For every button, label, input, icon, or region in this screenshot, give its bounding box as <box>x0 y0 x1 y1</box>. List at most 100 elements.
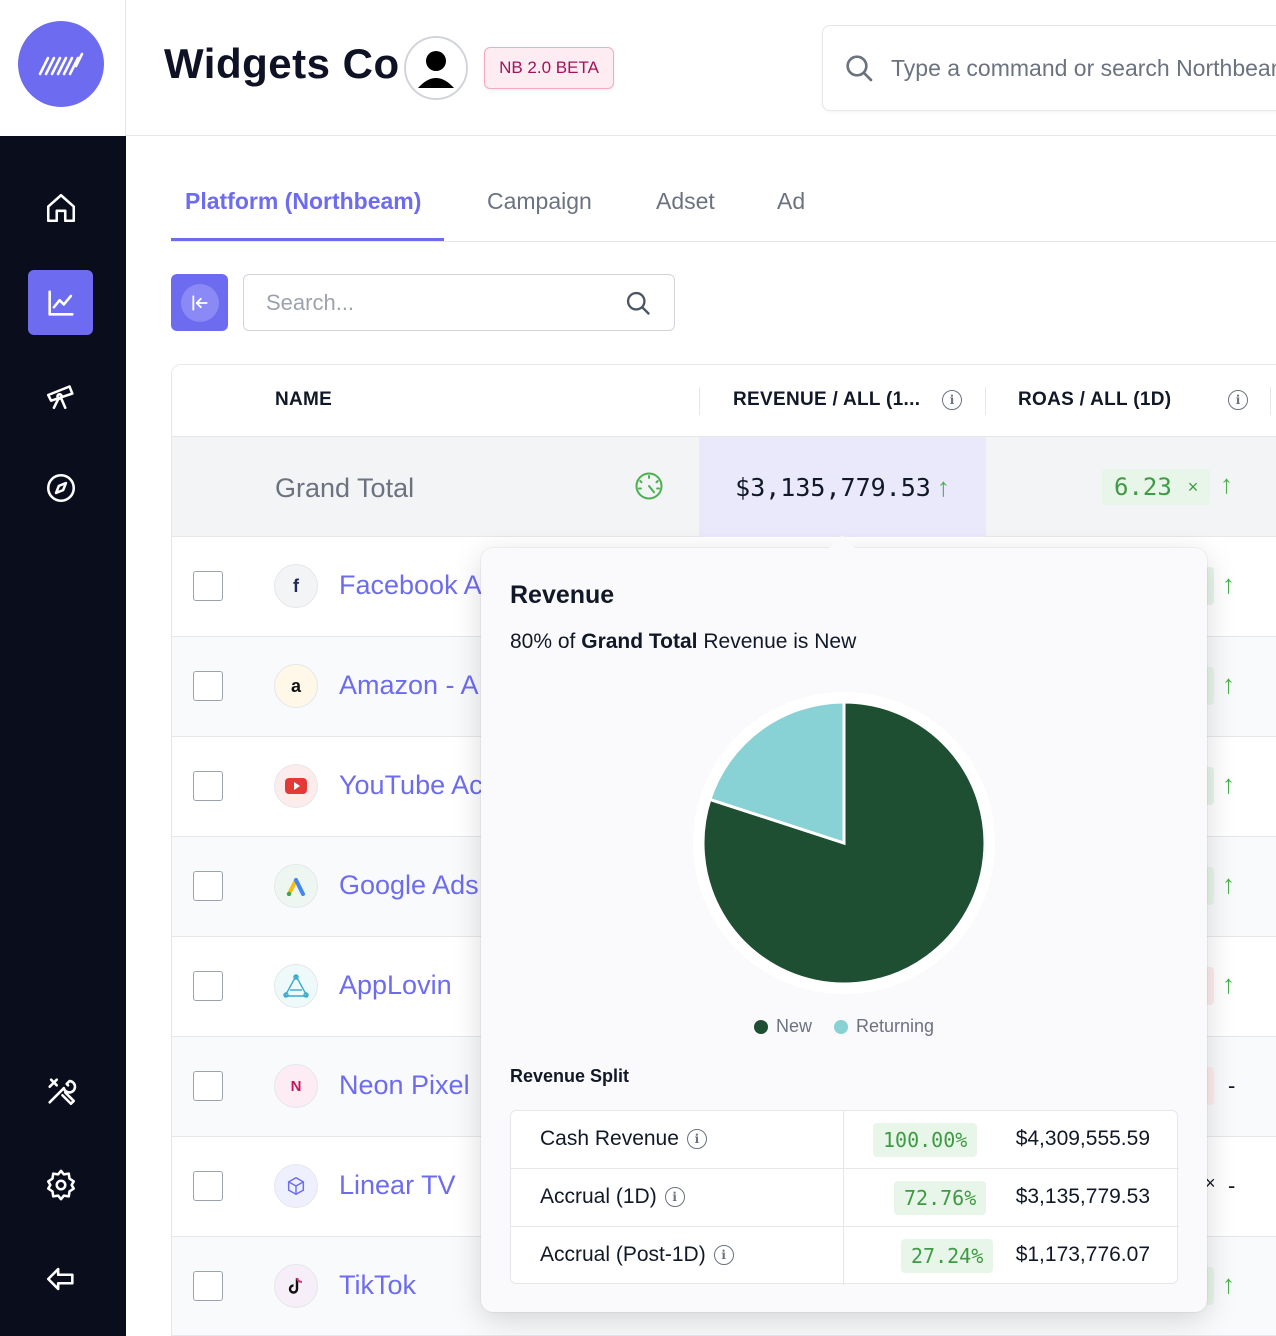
split-row: Cash Revenue i 100.00% $4,309,555.59 <box>511 1111 1179 1169</box>
split-percent: 27.24% <box>901 1239 994 1273</box>
gauge-icon[interactable] <box>634 471 664 501</box>
search-placeholder: Search... <box>266 289 355 315</box>
grand-total-row: Grand Total $3,135,779.53 ↑ 6.23 × ↑ <box>172 437 1276 537</box>
telescope-icon[interactable] <box>28 362 93 427</box>
platform-name-link[interactable]: Amazon - A <box>339 670 479 700</box>
home-icon[interactable] <box>28 175 93 240</box>
compass-icon[interactable] <box>28 455 93 520</box>
tab-ad[interactable]: Ad <box>777 188 806 214</box>
platform-name-link[interactable]: Google Ads <box>339 870 479 900</box>
view-tabs: Platform (Northbeam) Campaign Adset Ad <box>171 170 1276 242</box>
command-search-bar[interactable]: Type a command or search Northbeam <box>822 25 1276 111</box>
applovin-icon <box>274 964 318 1008</box>
collapse-panel-button[interactable] <box>171 274 228 331</box>
row-checkbox[interactable] <box>193 571 223 601</box>
info-icon[interactable]: i <box>664 1187 685 1207</box>
settings-gear-icon[interactable] <box>28 1152 93 1217</box>
split-value: $4,309,555.59 <box>1015 1127 1150 1150</box>
pie-slice-returning[interactable] <box>708 700 846 846</box>
row-checkbox[interactable] <box>193 871 223 901</box>
split-value: $3,135,779.53 <box>1015 1185 1150 1208</box>
split-percent: 72.76% <box>894 1181 987 1215</box>
northbeam-logo[interactable] <box>18 21 104 107</box>
platform-name-link[interactable]: YouTube Ac <box>339 770 483 800</box>
table-search-input[interactable]: Search... <box>243 274 675 331</box>
neon-pixel-icon: N <box>274 1064 318 1108</box>
pie-legend: New Returning <box>481 1016 1207 1037</box>
tab-platform[interactable]: Platform (Northbeam) <box>185 188 422 214</box>
analytics-chart-icon[interactable] <box>28 270 93 335</box>
tiktok-icon <box>274 1264 318 1308</box>
info-icon[interactable]: i <box>713 1245 734 1265</box>
linear-tv-icon <box>274 1164 318 1208</box>
row-checkbox[interactable] <box>193 671 223 701</box>
split-row: Accrual (Post-1D) i 27.24% $1,173,776.07 <box>511 1227 1179 1285</box>
column-header-revenue[interactable]: REVENUE / ALL (1... <box>733 389 921 410</box>
arrow-up-icon: ↑ <box>1222 569 1235 599</box>
platform-name-link[interactable]: TikTok <box>339 1270 417 1300</box>
grand-total-label: Grand Total <box>275 473 415 503</box>
revenue-split-table: Cash Revenue i 100.00% $4,309,555.59 Accr… <box>510 1110 1179 1285</box>
legend-label: New <box>775 1016 812 1036</box>
platform-name-link[interactable]: Linear TV <box>339 1170 456 1200</box>
search-icon <box>846 55 873 82</box>
subtitle-rest: Revenue is New <box>703 630 857 653</box>
row-checkbox[interactable] <box>193 1171 223 1201</box>
split-percent: 100.00% <box>873 1123 978 1157</box>
popover-title: Revenue <box>510 581 615 609</box>
grand-total-revenue: $3,135,779.53 <box>735 472 931 502</box>
legend-item-new[interactable]: New <box>753 1016 812 1037</box>
info-icon[interactable]: i <box>942 390 962 410</box>
roas-unit: × <box>1187 476 1199 497</box>
column-header-name[interactable]: NAME <box>275 389 333 410</box>
row-checkbox[interactable] <box>193 771 223 801</box>
row-checkbox[interactable] <box>193 1071 223 1101</box>
revenue-popover: Revenue 80% of Grand Total Revenue is Ne… <box>481 535 1207 1312</box>
platform-name-link[interactable]: Facebook A <box>339 570 482 600</box>
arrow-up-icon: ↑ <box>1222 869 1235 899</box>
revenue-pie-chart <box>692 691 996 995</box>
split-label-text: Accrual (1D) <box>540 1185 657 1208</box>
arrow-up-icon: ↑ <box>1220 469 1233 499</box>
amazon-icon: a <box>274 664 318 708</box>
subtitle-pct: 80% of <box>510 630 576 653</box>
column-divider <box>699 387 700 415</box>
tab-campaign[interactable]: Campaign <box>487 188 592 214</box>
empty-value: - <box>1228 1173 1236 1198</box>
command-search-placeholder: Type a command or search Northbeam <box>891 54 1276 81</box>
google-ads-icon <box>274 864 318 908</box>
platform-name-link[interactable]: Neon Pixel <box>339 1070 470 1100</box>
collapse-sidebar-icon[interactable] <box>28 1246 93 1311</box>
info-icon[interactable]: i <box>686 1129 707 1149</box>
grand-total-revenue-cell[interactable]: $3,135,779.53 ↑ <box>699 437 986 537</box>
roas-unit: × <box>1205 1173 1216 1193</box>
user-avatar[interactable] <box>404 36 468 100</box>
legend-swatch <box>833 1019 848 1034</box>
legend-label: Returning <box>855 1016 935 1036</box>
column-divider <box>1270 387 1271 415</box>
split-row: Accrual (1D) i 72.76% $3,135,779.53 <box>511 1169 1179 1227</box>
top-header: Widgets Co NB 2.0 BETA Type a command or… <box>126 0 1276 136</box>
column-divider <box>843 1111 844 1168</box>
split-label-text: Cash Revenue <box>540 1127 679 1150</box>
tools-icon[interactable] <box>28 1058 93 1123</box>
column-divider <box>985 387 986 415</box>
table-row[interactable]: AppLovin ↑ <box>172 937 1276 1037</box>
split-label-text: Accrual (Post-1D) <box>540 1243 706 1266</box>
column-header-roas[interactable]: ROAS / ALL (1D) <box>1018 389 1172 410</box>
tab-adset[interactable]: Adset <box>656 188 715 214</box>
split-label: Accrual (1D) i <box>540 1185 685 1209</box>
beta-badge: NB 2.0 BETA <box>484 47 614 89</box>
grand-total-roas: 6.23 <box>1114 473 1172 501</box>
sidebar <box>0 0 126 1336</box>
popover-subtitle: 80% of Grand Total Revenue is New <box>510 630 856 654</box>
row-checkbox[interactable] <box>193 1271 223 1301</box>
platform-name-link[interactable]: AppLovin <box>339 970 452 1000</box>
info-icon[interactable]: i <box>1228 390 1248 410</box>
row-checkbox[interactable] <box>193 971 223 1001</box>
revenue-split-title: Revenue Split <box>510 1066 630 1086</box>
subtitle-bold: Grand Total <box>581 630 698 653</box>
legend-item-returning[interactable]: Returning <box>833 1016 935 1037</box>
split-label: Accrual (Post-1D) i <box>540 1243 734 1267</box>
search-icon <box>626 291 650 315</box>
